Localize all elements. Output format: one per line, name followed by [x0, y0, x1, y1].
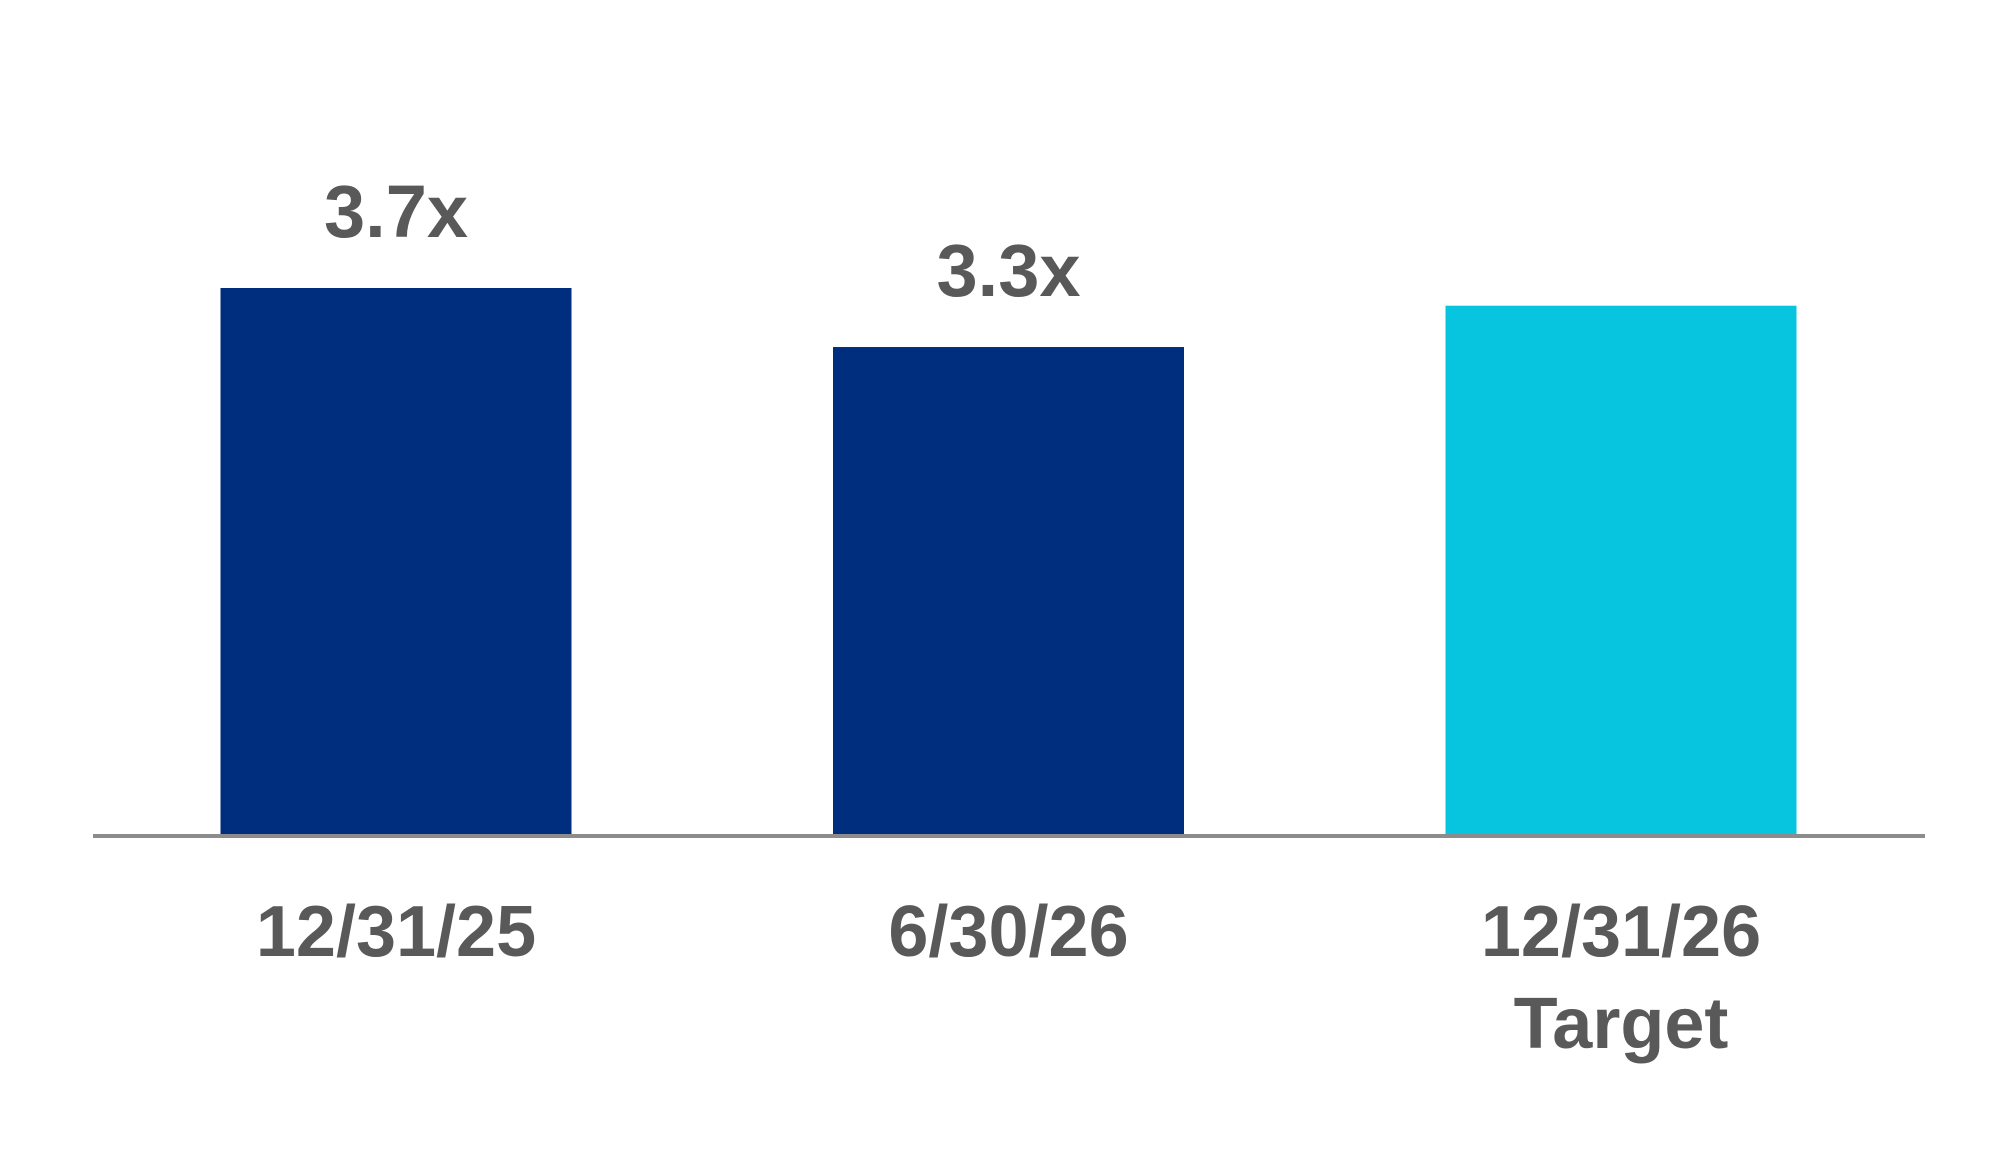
bar [220, 288, 572, 834]
x-tick-label: 12/31/26 Target [1480, 892, 1762, 1064]
x-tick-label: 6/30/26 [888, 892, 1129, 972]
bar [1445, 305, 1797, 834]
value-label: 3.3x [936, 229, 1081, 313]
bar [833, 347, 1184, 834]
value-label: 3.7x [323, 170, 469, 253]
x-tick-label: 12/31/25 [255, 892, 537, 972]
